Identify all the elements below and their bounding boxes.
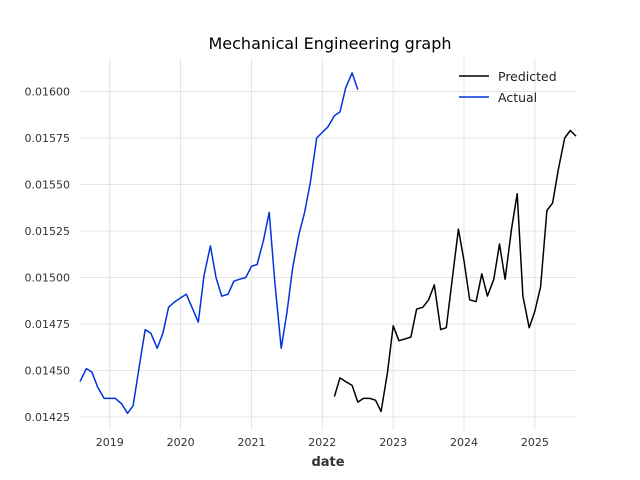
legend-label-predicted: Predicted (498, 69, 557, 84)
y-tick-label: 0.01600 (25, 86, 71, 99)
x-tick-label: 2024 (450, 436, 478, 449)
y-tick-label: 0.01500 (25, 272, 71, 285)
y-tick-label: 0.01425 (25, 411, 71, 424)
x-tick-label: 2020 (167, 436, 195, 449)
y-tick-label: 0.01525 (25, 225, 71, 238)
series-line-predicted (333, 129, 577, 413)
y-tick-label: 0.01575 (25, 132, 71, 145)
x-tick-label: 2022 (308, 436, 336, 449)
grid (80, 58, 576, 430)
series-layer (79, 72, 577, 415)
x-tick-label: 2019 (96, 436, 124, 449)
series-line-actual (79, 72, 359, 415)
x-axis-label: date (311, 455, 344, 470)
y-tick-label: 0.01450 (25, 365, 71, 378)
legend-label-actual: Actual (498, 90, 537, 105)
y-tick-label: 0.01550 (25, 179, 71, 192)
y-axis: 0.01425 0.01450 0.01475 0.01500 0.01525 0.015… (25, 86, 71, 425)
x-tick-label: 2025 (521, 436, 549, 449)
x-axis: 2019 2020 2021 2022 2023 2024 2025 (96, 436, 549, 449)
x-tick-label: 2021 (238, 436, 266, 449)
legend: Predicted Actual (459, 69, 557, 105)
x-tick-label: 2023 (379, 436, 407, 449)
y-tick-label: 0.01475 (25, 318, 71, 331)
chart-title: Mechanical Engineering graph (208, 34, 451, 53)
